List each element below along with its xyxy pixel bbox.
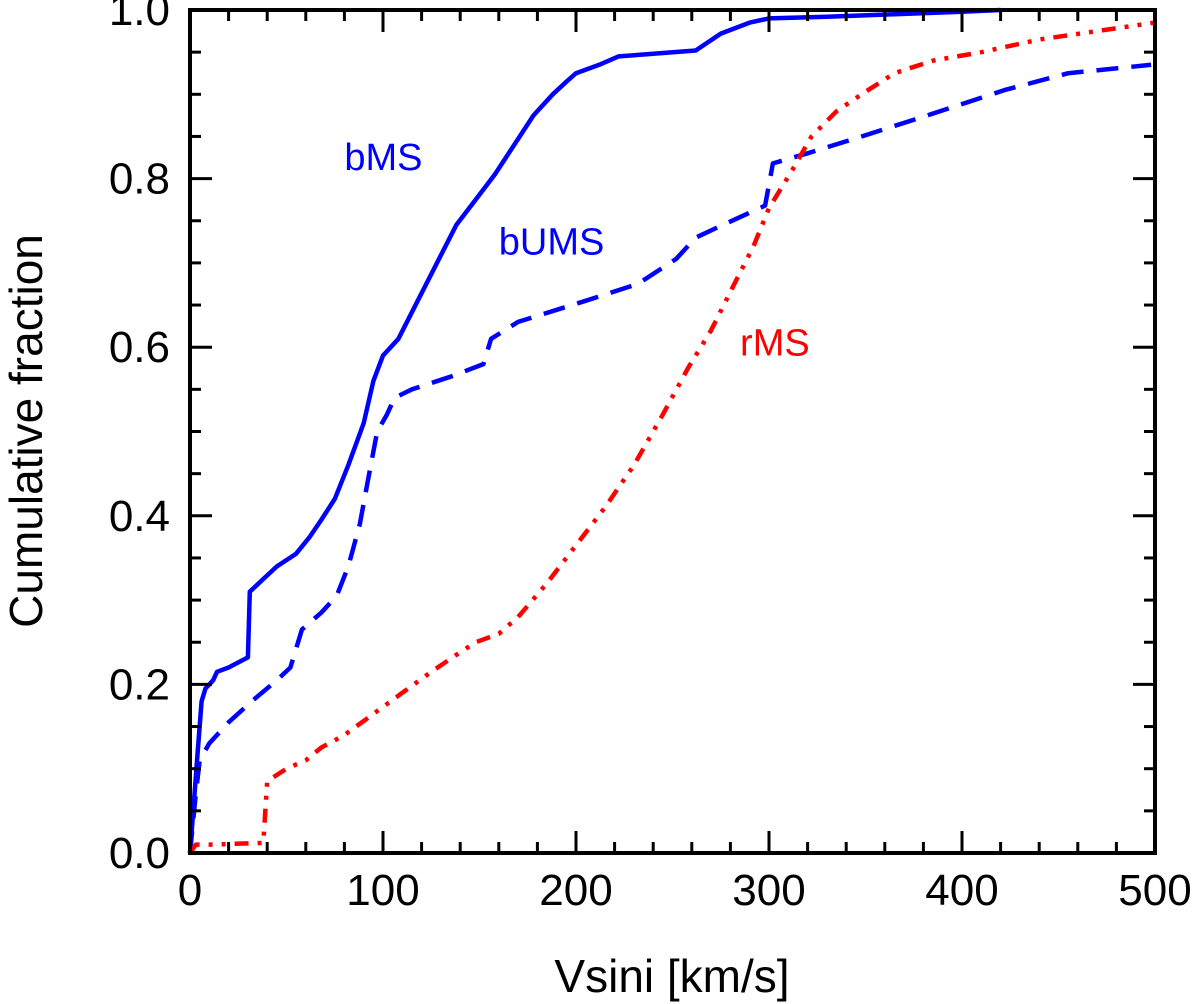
x-tick-label: 500 bbox=[1118, 866, 1191, 915]
x-tick-label: 300 bbox=[732, 866, 805, 915]
x-tick-label: 100 bbox=[346, 866, 419, 915]
x-tick-label: 200 bbox=[539, 866, 612, 915]
y-tick-label: 0.0 bbox=[109, 829, 170, 878]
series-layer bbox=[187, 7, 1156, 855]
tick-layer bbox=[188, 8, 1157, 855]
y-tick-label: 0.8 bbox=[109, 155, 170, 204]
y-tick-label: 0.4 bbox=[109, 492, 170, 541]
y-axis-title: Cumulative fraction bbox=[0, 234, 52, 628]
plot-frame bbox=[188, 8, 1157, 855]
y-tick-label: 0.6 bbox=[109, 323, 170, 372]
x-tick-label: 0 bbox=[178, 866, 202, 915]
x-axis-title: Vsini [km/s] bbox=[554, 950, 789, 1002]
series-label-bums: bUMS bbox=[499, 221, 605, 263]
label-layer: 0 100 200 300 400 500 0.0 0.2 0.4 0.6 0.8 1.0 bMS bUM… bbox=[109, 0, 1192, 915]
series-label-rms: rMS bbox=[740, 323, 810, 365]
series-line-bums bbox=[187, 62, 1152, 854]
y-tick-label: 0.2 bbox=[109, 660, 170, 709]
x-tick-label: 400 bbox=[925, 866, 998, 915]
series-line-rms bbox=[188, 20, 1156, 855]
series-label-bms: bMS bbox=[344, 137, 422, 179]
y-tick-label: 1.0 bbox=[109, 0, 170, 35]
series-line-bms bbox=[187, 7, 1001, 854]
